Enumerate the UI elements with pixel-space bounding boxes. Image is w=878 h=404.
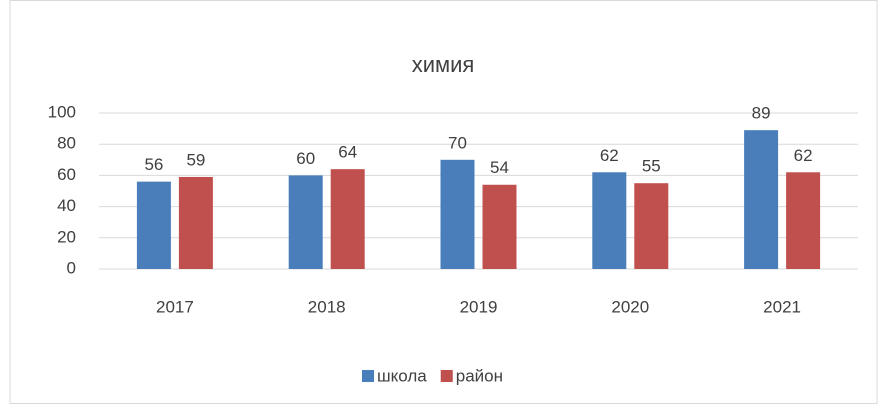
data-label: 54 xyxy=(490,158,509,177)
bar xyxy=(136,181,171,269)
y-tick-label: 40 xyxy=(57,196,76,215)
bar xyxy=(178,176,213,269)
x-tick-label: 2019 xyxy=(460,297,498,316)
bar xyxy=(744,130,779,269)
data-label: 89 xyxy=(752,104,771,123)
bar xyxy=(288,175,323,269)
bar xyxy=(634,183,669,269)
data-label: 59 xyxy=(186,150,205,169)
bar xyxy=(592,172,627,269)
legend-swatch xyxy=(362,370,374,382)
data-label: 64 xyxy=(338,143,357,162)
data-label: 60 xyxy=(296,149,315,168)
y-tick-label: 0 xyxy=(67,258,76,277)
x-tick-label: 2018 xyxy=(308,297,346,316)
chart-title: химия xyxy=(412,52,475,77)
legend-swatch xyxy=(440,370,453,382)
y-tick-label: 20 xyxy=(57,227,76,246)
data-label: 56 xyxy=(144,155,163,174)
bar xyxy=(440,159,475,269)
bar xyxy=(330,169,365,269)
legend-label: школа xyxy=(377,366,427,385)
data-label: 70 xyxy=(448,133,467,152)
bar xyxy=(786,172,821,269)
data-label: 55 xyxy=(642,157,661,176)
y-tick-label: 100 xyxy=(48,102,76,121)
y-tick-label: 60 xyxy=(57,165,76,184)
legend-label: район xyxy=(456,366,503,385)
data-label: 62 xyxy=(794,146,813,165)
x-tick-label: 2020 xyxy=(611,297,649,316)
x-tick-label: 2017 xyxy=(156,297,194,316)
x-tick-label: 2021 xyxy=(763,297,801,316)
data-label: 62 xyxy=(600,146,619,165)
bar xyxy=(482,184,517,269)
y-tick-label: 80 xyxy=(57,134,76,153)
